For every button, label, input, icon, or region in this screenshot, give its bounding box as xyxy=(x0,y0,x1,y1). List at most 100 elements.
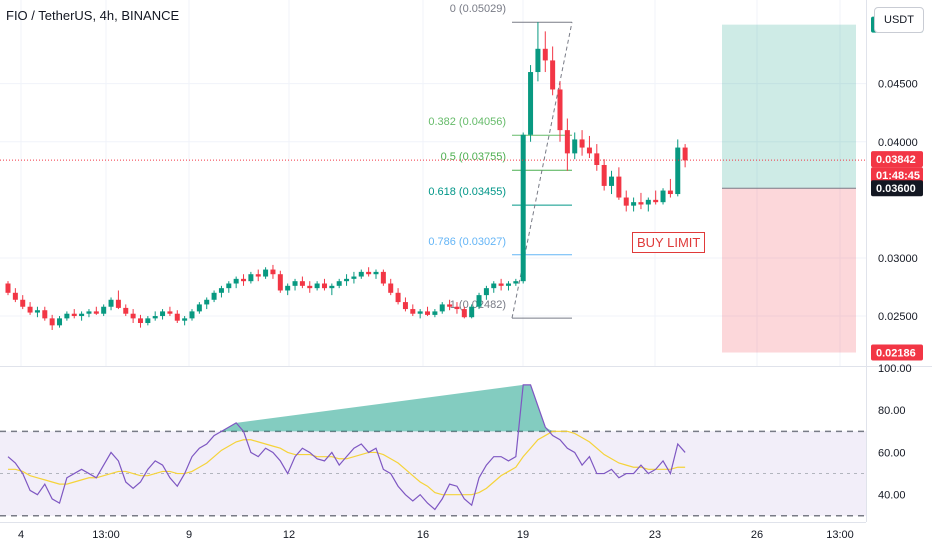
price-label-bg xyxy=(871,151,923,168)
candle xyxy=(12,288,18,303)
candle-body xyxy=(344,278,350,282)
candle xyxy=(285,283,291,296)
candle xyxy=(145,316,151,326)
candle-body xyxy=(366,271,372,275)
candle xyxy=(564,118,570,171)
x-tick-label: 19 xyxy=(517,529,529,541)
y-tick-label: 0.02500 xyxy=(878,311,918,323)
price-axis[interactable]: 0.04500 0.04000 0.03000 0.02500 xyxy=(878,79,918,323)
candle-body xyxy=(27,306,33,313)
rsi-ma-line xyxy=(8,430,686,496)
main-pane: 0 (0.05029) 0.382 (0.04056) 0.5 (0.03755) 0… xyxy=(0,0,866,366)
candle-body xyxy=(586,147,592,154)
fibonacci-retracement[interactable]: 0 (0.05029) 0.382 (0.04056) 0.5 (0.03755) 0… xyxy=(428,3,573,319)
candle-body xyxy=(145,318,151,324)
candle-body xyxy=(528,72,534,135)
candle-body xyxy=(550,60,556,90)
candle xyxy=(388,278,394,296)
time-axis[interactable]: 4 13:00 9 12 16 19 23 26 13:00 xyxy=(18,529,854,541)
candle xyxy=(71,309,77,319)
rsi-grid xyxy=(0,430,866,517)
candle-body xyxy=(336,281,342,286)
candle xyxy=(395,288,401,305)
candle-body xyxy=(64,313,70,319)
fib-level-label: 0 (0.05029) xyxy=(450,3,506,15)
fib-level-label: 0.382 (0.04056) xyxy=(428,116,506,128)
candle-body xyxy=(557,89,563,131)
rsi-tick-label: 100.00 xyxy=(878,363,912,375)
candle xyxy=(314,281,320,291)
candle-body xyxy=(432,311,438,315)
candle xyxy=(594,144,600,171)
price-label-text: 0.03600 xyxy=(876,183,916,195)
candle-body xyxy=(439,304,445,312)
candle-body xyxy=(211,292,217,300)
candle xyxy=(601,159,607,191)
candle-body xyxy=(79,313,85,317)
rsi-axis[interactable]: 100.00 80.00 60.00 40.00 xyxy=(878,363,912,502)
candle-body xyxy=(314,283,320,289)
candle xyxy=(579,130,585,156)
y-tick-label: 0.04500 xyxy=(878,79,918,91)
candle-body xyxy=(520,134,526,282)
candle xyxy=(483,285,489,300)
candle xyxy=(520,132,526,284)
candle xyxy=(550,46,556,96)
x-tick-label: 16 xyxy=(417,529,429,541)
price-label-bg xyxy=(871,344,923,361)
price-label-text: 0.02186 xyxy=(876,348,916,360)
rsi-tick-label: 60.00 xyxy=(878,447,906,459)
y-tick-label: 0.03000 xyxy=(878,253,918,265)
candle-body xyxy=(285,285,291,291)
price-label: 0.02186 xyxy=(871,344,923,361)
candle-body xyxy=(137,318,143,324)
x-tick-label: 13:00 xyxy=(92,529,120,541)
candle-body xyxy=(660,190,666,203)
candle-body xyxy=(152,316,158,319)
candle xyxy=(152,311,158,321)
candle-body xyxy=(535,48,541,73)
candle-body xyxy=(57,318,63,326)
candle-body xyxy=(609,176,615,186)
candle xyxy=(321,278,327,291)
rsi-tick-label: 40.00 xyxy=(878,490,906,502)
candle-body xyxy=(579,139,585,148)
candle-body xyxy=(292,281,298,286)
candle-body xyxy=(42,310,48,319)
candle-body xyxy=(5,283,11,293)
x-tick-label: 12 xyxy=(283,529,295,541)
candle-body xyxy=(101,306,107,314)
candle xyxy=(609,170,615,195)
candle-body xyxy=(513,281,519,284)
x-tick-label: 26 xyxy=(751,529,763,541)
candle xyxy=(167,306,173,317)
x-tick-label: 23 xyxy=(649,529,661,541)
long-position-tool[interactable] xyxy=(722,24,856,353)
candle xyxy=(57,316,63,328)
candle xyxy=(491,281,497,293)
candle xyxy=(447,299,453,311)
candle xyxy=(535,22,541,82)
candle-body xyxy=(638,202,644,205)
candle-body xyxy=(241,278,247,282)
candle xyxy=(351,271,357,284)
rsi-tick-label: 80.00 xyxy=(878,405,906,417)
candle-body xyxy=(461,309,467,318)
currency-button[interactable]: USDT xyxy=(874,7,924,33)
candle xyxy=(631,197,637,212)
candle xyxy=(513,278,519,286)
rsi-pane xyxy=(0,384,866,517)
price-label: 0.03842 xyxy=(871,151,923,168)
candle-body xyxy=(307,285,313,289)
candle-body xyxy=(682,147,688,161)
candle xyxy=(344,274,350,286)
candle-body xyxy=(160,311,166,317)
rsi-indicator xyxy=(7,384,686,511)
candle xyxy=(218,285,224,298)
candle xyxy=(226,281,232,293)
candle-body xyxy=(321,283,327,289)
candle xyxy=(329,283,335,296)
candle-body xyxy=(49,318,55,326)
